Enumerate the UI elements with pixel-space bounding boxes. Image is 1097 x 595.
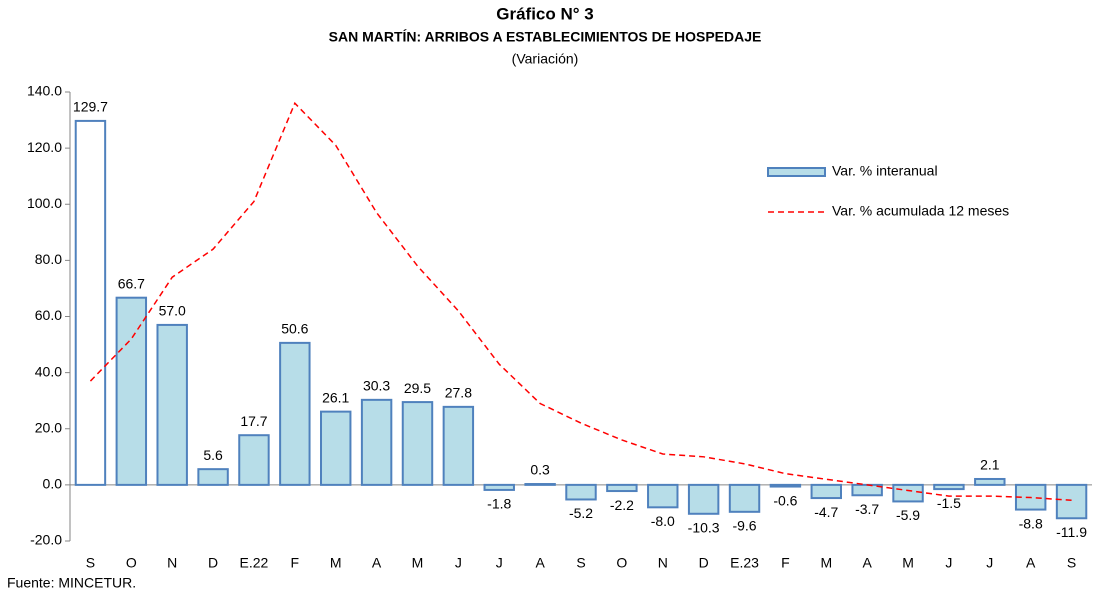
x-tick-label: O [616,555,627,571]
bar [687,483,720,515]
value-label: 26.1 [322,389,349,405]
value-label: 17.7 [240,413,267,429]
x-tick-label: F [781,555,790,571]
x-tick-label: S [1067,555,1076,571]
x-tick-label: A [535,555,545,571]
x-tick-label: J [496,555,503,571]
bar [892,483,924,503]
legend-label: Var. % interanual [832,163,938,179]
x-tick-label: J [986,555,993,571]
x-tick-label: J [945,555,952,571]
value-label: -10.3 [688,519,720,535]
bar [606,483,638,493]
legend-label: Var. % acumulada 12 meses [832,203,1009,219]
y-tick-label: 60.0 [35,307,62,323]
x-tick-label: D [208,555,218,571]
y-tick-label: 80.0 [35,251,62,267]
value-label: -2.2 [610,497,634,513]
x-tick-label: M [820,555,832,571]
x-tick-label: M [902,555,914,571]
value-label: 5.6 [203,447,223,463]
y-tick-label: 120.0 [27,139,62,155]
y-tick-label: 40.0 [35,363,62,379]
bar [565,483,597,501]
x-tick-label: A [372,555,382,571]
line [89,101,1072,502]
bar [74,119,107,486]
y-tick-label: -20.0 [30,532,62,548]
source-note: Fuente: MINCETUR. [7,575,136,591]
x-tick-label: A [1026,555,1036,571]
bar [769,483,802,488]
bar [810,483,842,500]
x-tick-label: N [167,555,177,571]
x-tick-label: S [86,555,95,571]
x-tick-label: J [455,555,462,571]
value-label: 50.6 [281,321,308,337]
bar [156,323,188,486]
bar [524,483,556,486]
value-label: 57.0 [159,303,186,319]
x-tick-label: M [330,555,342,571]
value-label: 2.1 [980,457,1000,473]
value-label: 30.3 [363,378,390,394]
value-label: -3.7 [855,501,879,517]
value-label: -1.5 [937,495,961,511]
value-label: -11.9 [1056,524,1087,540]
x-tick-label: F [291,555,300,571]
bar [974,477,1006,486]
value-label: 66.7 [118,275,145,291]
value-label: 29.5 [404,380,431,396]
bar [238,434,270,486]
legend-swatch [767,167,826,177]
bar [115,296,148,486]
value-label: 0.3 [530,462,550,478]
y-tick-label: 140.0 [27,83,62,99]
x-tick-label: D [699,555,709,571]
bar [933,483,965,491]
bar [197,468,229,486]
bar [728,483,761,513]
value-label: -9.6 [732,518,756,534]
chart-subtitle: SAN MARTÍN: ARRIBOS A ESTABLECIMIENTOS D… [329,29,762,45]
chart-title: Gráfico N° 3 [496,4,594,23]
bar [279,341,311,486]
x-tick-label: N [658,555,668,571]
y-tick-label: 100.0 [27,195,62,211]
y-tick-label: 0.0 [43,476,63,492]
bar [647,483,679,509]
x-tick-label: E.23 [730,555,759,571]
value-label: 129.7 [73,99,108,115]
value-label: -4.7 [814,504,838,520]
bar [320,410,352,486]
bar [1055,483,1088,520]
x-tick-label: M [412,555,424,571]
x-tick-label: A [862,555,872,571]
chart-subtitle: (Variación) [512,51,579,67]
x-tick-label: S [576,555,585,571]
x-tick-label: E.22 [240,555,269,571]
value-label: -8.8 [1019,515,1043,531]
value-label: 27.8 [445,385,472,401]
value-label: -5.2 [569,505,593,521]
value-label: -0.6 [773,492,797,508]
value-label: -8.0 [651,513,675,529]
value-label: -1.8 [487,496,511,512]
bar [483,483,515,491]
x-tick-label: O [126,555,137,571]
bar [442,405,475,486]
bar [360,398,393,486]
y-tick-label: 20.0 [35,419,62,435]
bar [401,401,434,486]
value-label: -5.9 [896,507,920,523]
